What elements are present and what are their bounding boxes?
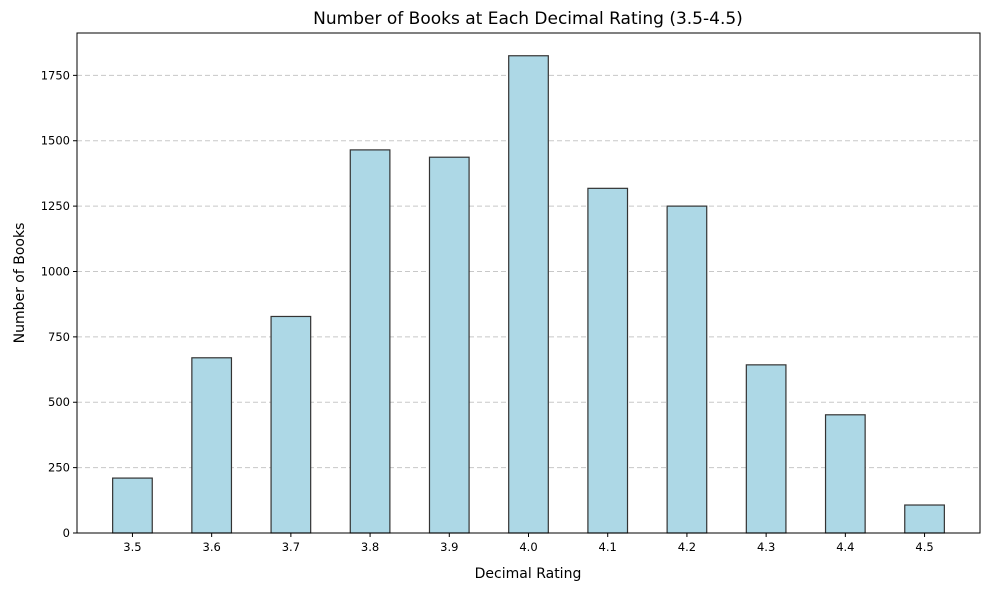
- x-tick-label: 3.7: [282, 540, 300, 554]
- bar-4-4: [824, 414, 866, 534]
- y-tick-label: 1750: [41, 68, 70, 82]
- bars: [112, 55, 945, 534]
- y-tick-label: 250: [48, 461, 70, 475]
- bar-4-1: [587, 187, 629, 534]
- x-tick-label: 3.9: [440, 540, 458, 554]
- x-tick-label: 3.8: [361, 540, 379, 554]
- y-tick-label: 0: [63, 526, 70, 540]
- bar-3-7: [270, 315, 312, 534]
- bar-4-3: [745, 364, 787, 534]
- x-tick-label: 3.6: [203, 540, 221, 554]
- x-axis-label: Decimal Rating: [475, 566, 582, 582]
- x-tick-label: 4.3: [757, 540, 775, 554]
- x-tick-label: 4.4: [836, 540, 854, 554]
- chart-title: Number of Books at Each Decimal Rating (…: [313, 9, 743, 29]
- y-tick-label: 500: [48, 395, 70, 409]
- bar-4-5: [904, 504, 945, 534]
- x-tick-label: 3.5: [123, 540, 141, 554]
- y-tick-label: 1250: [41, 199, 70, 213]
- bar-3-5: [112, 477, 153, 534]
- ticks: 0 250 500 750 1000 1250 1500 1750 3.5 3.6 3.7 3.8 3.…: [41, 68, 934, 554]
- y-tick-label: 1000: [41, 264, 70, 278]
- y-axis-label: Number of Books: [12, 223, 28, 344]
- x-tick-label: 4.5: [915, 540, 933, 554]
- y-tick-label: 750: [48, 330, 70, 344]
- x-tick-label: 4.1: [599, 540, 617, 554]
- bar-4-0: [508, 55, 549, 534]
- x-tick-label: 4.2: [678, 540, 696, 554]
- y-tick-label: 1500: [41, 134, 70, 148]
- bar-3-8: [349, 149, 391, 534]
- bar-3-9: [428, 156, 470, 534]
- bar-4-2: [666, 205, 708, 534]
- bar-3-6: [191, 357, 233, 534]
- x-tick-label: 4.0: [519, 540, 537, 554]
